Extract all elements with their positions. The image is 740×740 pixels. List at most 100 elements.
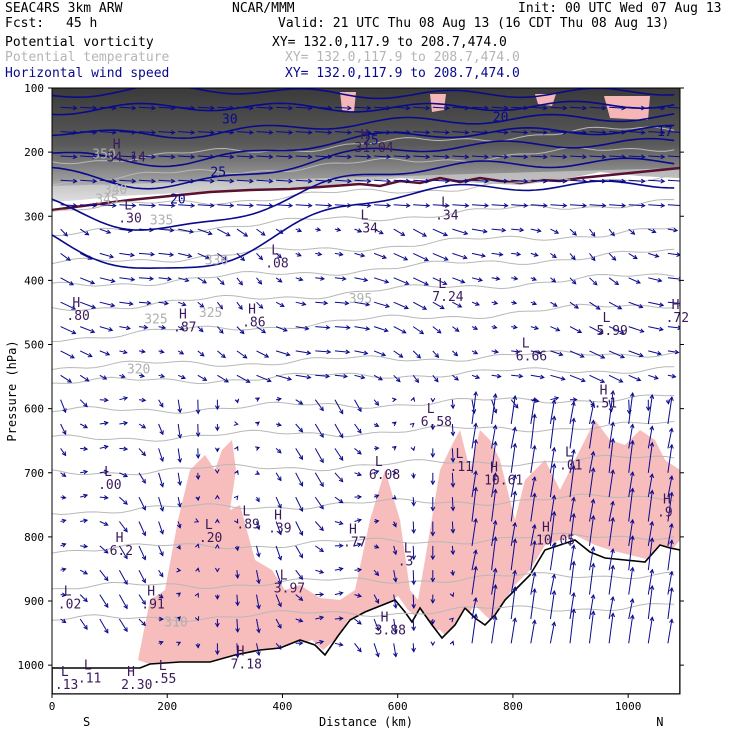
wind-vector — [374, 131, 391, 134]
wind-vector — [569, 179, 587, 182]
wind-vector — [510, 475, 516, 498]
wind-vector — [236, 570, 239, 578]
wind-vector-head — [285, 351, 291, 357]
wind-vector-head — [122, 349, 128, 355]
wind-vector — [315, 569, 324, 574]
wind-vector — [373, 350, 386, 356]
wind-vector-head — [669, 522, 674, 528]
wind-vector — [589, 326, 603, 334]
wind-vector-head — [366, 203, 372, 208]
wind-vector — [354, 569, 362, 571]
wind-vector — [608, 549, 614, 571]
wind-vector-head — [531, 396, 537, 402]
wind-vector — [589, 228, 596, 237]
wind-vector-head — [143, 324, 149, 330]
wind-vector-head — [677, 325, 680, 331]
wind-vector-head — [190, 178, 196, 184]
wind-vector — [99, 131, 116, 134]
wind-vector — [471, 597, 477, 620]
wind-vector-head — [83, 597, 88, 603]
wind-vector — [667, 476, 673, 498]
extremum-value: 6.66 — [516, 350, 547, 365]
wind-vector-head — [61, 472, 67, 478]
wind-vector-head — [405, 203, 411, 208]
wind-vector-head — [266, 377, 272, 383]
wind-vector-head — [111, 203, 117, 208]
wind-vector-head — [669, 491, 674, 497]
wind-vector-head — [177, 458, 183, 464]
wind-vector — [79, 618, 88, 630]
wind-vector — [315, 301, 328, 304]
wind-vector — [412, 497, 415, 506]
wind-vector-head — [539, 374, 545, 380]
extremum-kind: H — [116, 531, 124, 546]
wind-vector — [471, 423, 477, 449]
extremum-kind: L — [104, 465, 112, 480]
wind-vector — [491, 106, 508, 109]
wind-label: 17 — [657, 125, 673, 140]
wind-vector — [452, 179, 469, 182]
extremum-kind: L — [375, 455, 383, 470]
wind-vector — [667, 444, 673, 473]
wind-vector-head — [83, 570, 89, 575]
wind-vector-head — [177, 408, 183, 414]
wind-vector — [256, 545, 260, 557]
wind-vector — [197, 277, 207, 284]
wind-vector — [667, 540, 673, 571]
wind-vector — [80, 106, 97, 109]
wind-vector — [530, 445, 536, 473]
wind-vector — [412, 545, 415, 560]
wind-vector — [628, 155, 645, 158]
wind-vector — [550, 179, 567, 182]
theta-label: 345 — [95, 192, 118, 207]
wind-vector-head — [338, 566, 344, 572]
wind-vector — [530, 106, 547, 109]
wind-vector — [491, 252, 503, 256]
extremum-value: .08 — [265, 257, 288, 272]
wind-vector-head — [229, 203, 235, 208]
wind-vector — [412, 374, 419, 383]
wind-vector — [432, 277, 447, 285]
wind-vector — [628, 374, 641, 381]
wind-vector — [549, 622, 555, 644]
wind-vector — [158, 155, 175, 158]
extremum-kind: L — [205, 518, 213, 533]
wind-vector — [511, 228, 524, 231]
wind-vector-head — [338, 251, 344, 257]
wind-vector-head — [222, 256, 228, 261]
wind-vector — [530, 350, 542, 354]
wind-vector — [589, 451, 594, 473]
wind-vector — [197, 374, 207, 381]
wind-vector-head — [512, 442, 518, 448]
wind-vector — [589, 179, 606, 182]
wind-vector-head — [482, 228, 488, 234]
wind-vector — [138, 252, 155, 255]
wind-vector — [119, 397, 128, 401]
wind-vector-head — [159, 506, 165, 512]
wind-vector-head — [187, 253, 193, 259]
wind-vector — [647, 569, 653, 595]
wind-vector-head — [574, 304, 579, 309]
wind-vector — [354, 374, 365, 379]
wind-vector-head — [338, 498, 344, 504]
x-tick-label: 600 — [388, 700, 408, 713]
wind-vector-head — [123, 446, 129, 452]
wind-vector-head — [668, 427, 674, 433]
wind-vector-head — [159, 482, 165, 488]
wind-vector — [334, 106, 351, 109]
wind-vector — [275, 496, 282, 509]
wind-vector-head — [374, 445, 380, 451]
wind-vector — [178, 155, 195, 158]
wind-vector — [569, 592, 575, 620]
wind-vector — [177, 496, 181, 507]
wind-vector — [647, 442, 653, 473]
wind-vector — [275, 545, 282, 560]
wind-vector-head — [327, 105, 333, 111]
wind-vector — [138, 448, 146, 456]
wind-vector-head — [356, 593, 363, 598]
wind-vector-head — [464, 105, 470, 111]
wind-vector — [99, 545, 109, 554]
wind-vector-head — [190, 130, 196, 135]
wind-vector — [119, 447, 128, 450]
